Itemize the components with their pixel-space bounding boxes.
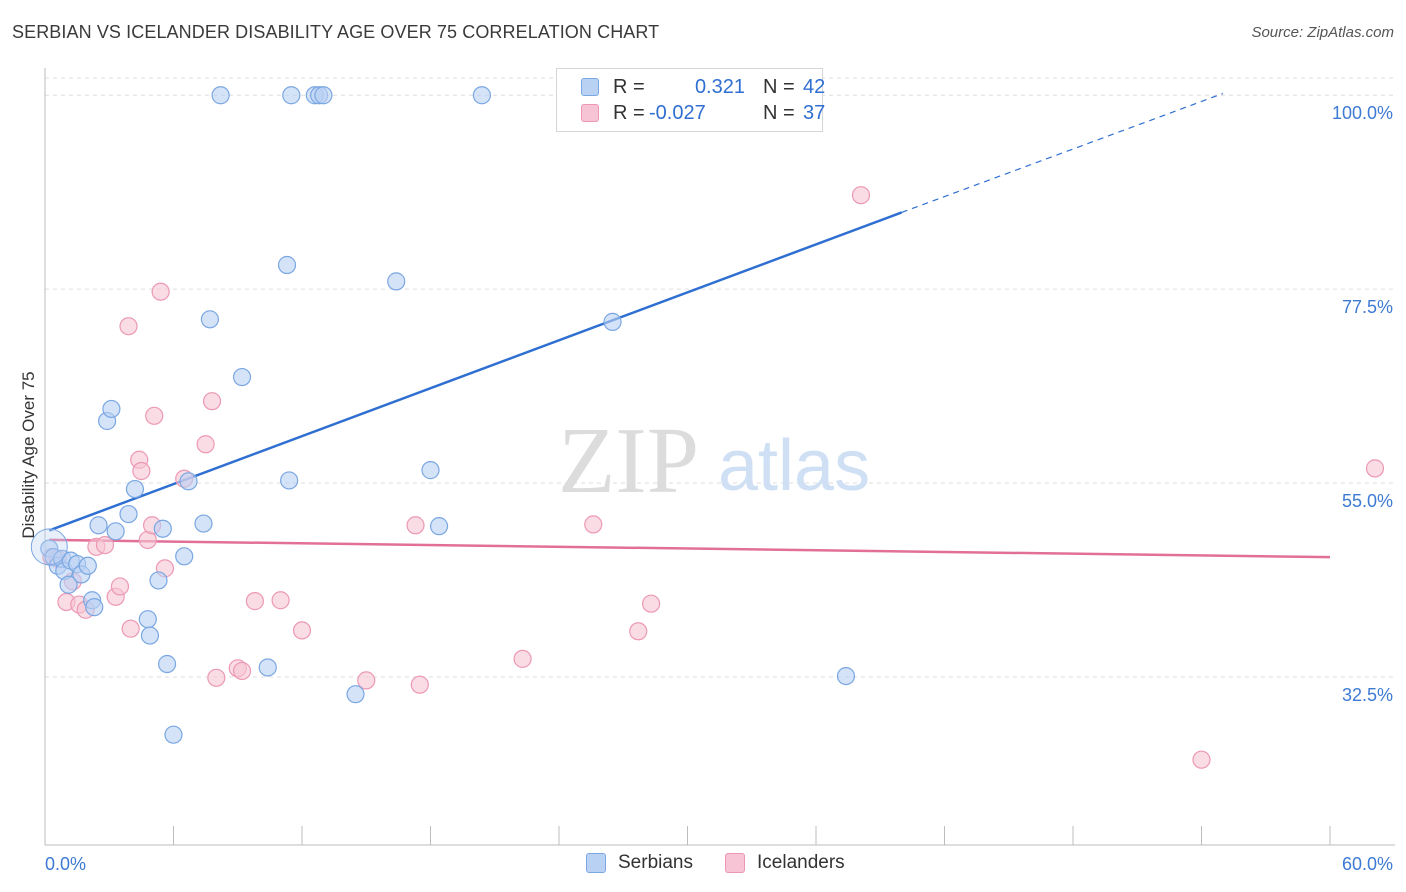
serbian-point — [280, 471, 299, 490]
serbian-point — [421, 461, 440, 480]
icelander-point — [232, 661, 252, 681]
data-points — [30, 86, 1385, 769]
icelander-point — [121, 619, 140, 638]
x-tick-label-max: 60.0% — [1342, 854, 1393, 874]
serbian-point — [258, 658, 277, 677]
icelander-point — [584, 515, 603, 534]
serbian-point — [472, 86, 491, 105]
serbians-n-label: N = — [763, 75, 795, 98]
serbian-point — [175, 547, 194, 566]
y-tick-label: 100.0% — [1332, 103, 1393, 123]
legend-row-serbians: R = 0.321 N = 42 — [581, 74, 825, 100]
serbians-trend-extension — [901, 92, 1224, 214]
y-tick-label: 55.0% — [1342, 491, 1393, 511]
icelander-point — [202, 392, 222, 411]
watermark-zip: ZIP — [558, 409, 699, 513]
serbians-r-label: R = — [613, 75, 645, 98]
icelander-point — [110, 577, 130, 596]
serbian-point — [314, 86, 333, 105]
serbians-legend-swatch — [586, 853, 606, 873]
serbian-point — [106, 522, 125, 541]
icelander-point — [1365, 459, 1385, 478]
source-credit: Source: ZipAtlas.com — [1251, 24, 1394, 41]
serbian-point — [211, 86, 230, 105]
icelanders-r-label: R = — [613, 101, 645, 124]
serbian-point — [153, 519, 172, 538]
axes — [44, 68, 1395, 846]
icelander-point — [196, 435, 215, 454]
icelander-point — [95, 535, 115, 555]
icelander-point — [119, 317, 138, 336]
serbian-point — [89, 516, 108, 535]
icelander-point — [513, 649, 532, 668]
icelander-point — [145, 406, 164, 425]
serbians-swatch — [581, 78, 599, 96]
y-axis-title: Disability Age Over 75 — [19, 371, 38, 538]
icelanders-n-value: 37 — [803, 101, 826, 124]
icelanders-n-label: N = — [763, 101, 795, 124]
serbians-r-value: 0.321 — [694, 75, 745, 98]
axis-labels: 32.5% 55.0% 77.5% 100.0% 0.0% 60.0% Disability… — [19, 103, 1393, 874]
serbian-point — [164, 725, 183, 744]
serbian-point — [59, 575, 78, 594]
cluster-point — [30, 528, 68, 566]
icelander-point — [1192, 750, 1211, 769]
icelanders-trend-line — [49, 538, 1331, 559]
serbians-n-value: 42 — [803, 75, 826, 98]
serbian-point — [102, 399, 121, 419]
serbian-point — [200, 310, 220, 329]
y-tick-label: 32.5% — [1342, 685, 1393, 705]
serbian-point — [282, 86, 301, 105]
icelanders-r-value: -0.027 — [649, 101, 706, 124]
serbian-point — [387, 272, 406, 291]
serbian-point — [78, 556, 97, 575]
icelander-point — [629, 622, 648, 641]
legend-item-icelanders[interactable]: Icelanders — [725, 852, 845, 874]
serbian-point — [157, 654, 177, 674]
icelander-point — [271, 591, 290, 610]
icelander-point — [851, 186, 871, 205]
watermark: ZIP atlas — [558, 409, 870, 513]
icelander-point — [132, 461, 151, 481]
x-tick-label-min: 0.0% — [45, 854, 86, 874]
legend-row-icelanders: R = -0.027 N = 37 — [581, 100, 825, 126]
icelander-point — [406, 516, 425, 535]
serbian-point — [232, 367, 252, 387]
icelander-point — [410, 675, 429, 694]
serbian-point — [140, 626, 160, 645]
serbian-point — [429, 517, 449, 536]
serbian-point — [179, 472, 198, 491]
serbian-point — [194, 514, 213, 533]
serbian-point — [119, 504, 138, 524]
series-legend: Serbians Icelanders — [586, 852, 877, 874]
icelander-point — [245, 592, 264, 611]
icelander-point — [207, 668, 226, 687]
icelanders-swatch — [581, 104, 599, 122]
serbian-point — [277, 255, 297, 275]
stats-legend: R = 0.321 N = 42 R = -0.027 N = 37 — [556, 68, 825, 132]
icelanders-legend-label: Icelanders — [757, 852, 845, 873]
chart-title: SERBIAN VS ICELANDER DISABILITY AGE OVER… — [12, 22, 660, 42]
serbian-point — [85, 598, 104, 617]
icelander-point — [292, 621, 312, 640]
serbian-point — [125, 479, 145, 499]
serbian-point — [138, 610, 157, 629]
icelander-point — [641, 594, 661, 613]
serbian-point — [346, 685, 365, 704]
serbian-point — [149, 571, 168, 590]
watermark-atlas: atlas — [718, 426, 870, 506]
serbian-point — [603, 312, 622, 331]
icelanders-legend-swatch — [725, 853, 745, 873]
serbians-legend-label: Serbians — [618, 852, 693, 873]
icelander-point — [151, 282, 170, 301]
legend-item-serbians[interactable]: Serbians — [586, 852, 693, 874]
serbian-point — [836, 666, 856, 686]
y-tick-label: 77.5% — [1342, 297, 1393, 317]
icelander-point — [357, 671, 376, 690]
